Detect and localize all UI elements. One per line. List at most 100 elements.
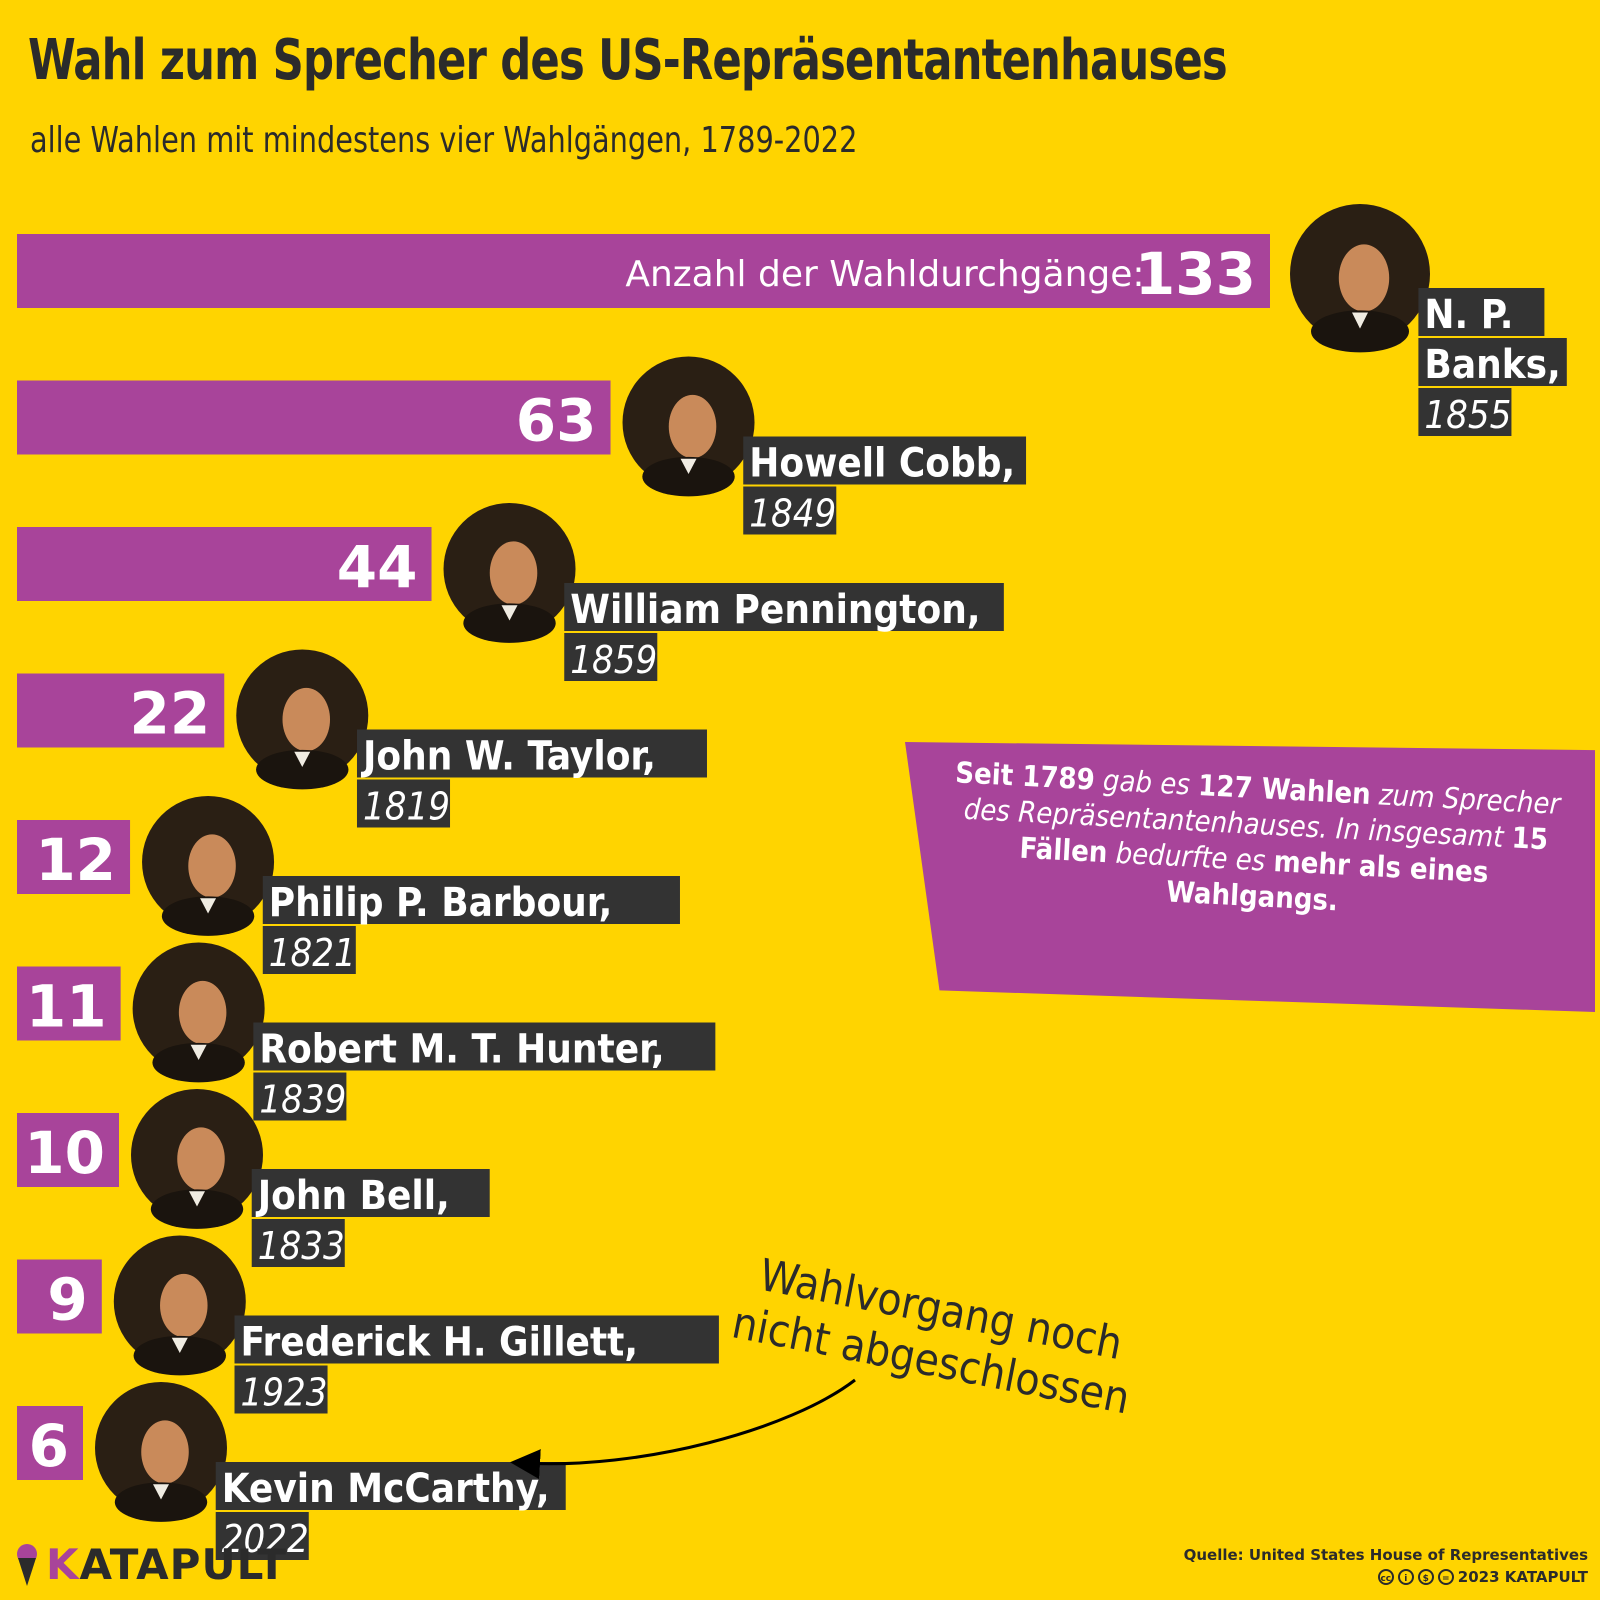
chart-title: Wahl zum Sprecher des US-Repräsentantenh… bbox=[28, 28, 1228, 93]
name-label-box bbox=[1418, 338, 1567, 386]
name-label-box bbox=[253, 1022, 716, 1071]
portrait-coat bbox=[161, 896, 255, 936]
portrait-face bbox=[178, 980, 227, 1045]
bar bbox=[17, 966, 121, 1041]
year-label-box bbox=[1418, 388, 1512, 436]
bar bbox=[17, 1113, 119, 1187]
year-label-box bbox=[253, 1072, 347, 1121]
name-label-box bbox=[262, 876, 680, 924]
year-label-box bbox=[215, 1512, 309, 1560]
bar-value-label: 63 bbox=[516, 387, 597, 455]
year-label-box bbox=[564, 633, 658, 681]
bar-value-label: 22 bbox=[130, 680, 211, 748]
catapult-icon bbox=[17, 1543, 37, 1586]
name-label: John Bell, bbox=[255, 1173, 450, 1219]
portrait-face bbox=[668, 394, 717, 459]
copyright-text: 2023 KATAPULT bbox=[1457, 1568, 1588, 1586]
year-label: 1821 bbox=[269, 931, 356, 975]
bar bbox=[17, 380, 611, 455]
portrait-face bbox=[282, 687, 331, 752]
year-label: 1849 bbox=[749, 492, 836, 536]
name-label: John W. Taylor, bbox=[360, 734, 656, 780]
year-label: 1855 bbox=[1424, 393, 1511, 437]
license: cc i $ = 2023 KATAPULT bbox=[1184, 1566, 1588, 1588]
chart-subtitle: alle Wahlen mit mindestens vier Wahlgäng… bbox=[30, 120, 858, 161]
year-label: 1839 bbox=[259, 1078, 346, 1122]
portrait-coat bbox=[150, 1189, 244, 1229]
name-label: Kevin McCarthy, bbox=[222, 1466, 550, 1512]
portrait-collar bbox=[153, 1484, 169, 1500]
year-label-box bbox=[251, 1219, 345, 1267]
portrait-face bbox=[160, 1273, 208, 1338]
portrait-collar bbox=[171, 1337, 188, 1353]
name-label-box bbox=[251, 1169, 490, 1217]
name-label: N. P. bbox=[1424, 292, 1513, 338]
name-label-box bbox=[215, 1462, 566, 1510]
name-label-box bbox=[1418, 288, 1545, 336]
bar bbox=[17, 527, 432, 601]
bar-value-label: 9 bbox=[47, 1266, 87, 1334]
portrait-collar bbox=[294, 751, 311, 767]
name-label: William Pennington, bbox=[570, 587, 980, 633]
portrait-coat bbox=[114, 1482, 208, 1522]
bar-value-label: 44 bbox=[337, 533, 418, 601]
portrait-collar bbox=[501, 605, 518, 621]
name-label: Robert M. T. Hunter, bbox=[259, 1027, 664, 1073]
katapult-logo: KATAPULT bbox=[14, 1540, 287, 1589]
cc-icon: cc bbox=[1377, 1569, 1394, 1585]
name-label-box bbox=[564, 583, 1004, 631]
portrait-face bbox=[1338, 244, 1390, 312]
portrait-collar bbox=[1352, 312, 1368, 329]
name-label-box bbox=[234, 1315, 719, 1364]
year-label: 1923 bbox=[241, 1371, 328, 1415]
bar bbox=[17, 820, 131, 894]
logo-text: KATAPULT bbox=[46, 1540, 288, 1589]
portrait-collar bbox=[190, 1044, 207, 1060]
year-label-box bbox=[234, 1365, 328, 1414]
name-label-box bbox=[743, 436, 1027, 485]
portrait-coat bbox=[463, 603, 556, 643]
portrait-collar bbox=[680, 458, 697, 474]
portrait-coat bbox=[152, 1042, 245, 1083]
footer-source: Quelle: United States House of Represent… bbox=[1184, 1544, 1588, 1588]
attribution-icon: i bbox=[1397, 1569, 1414, 1585]
name-label: Banks, bbox=[1424, 342, 1560, 388]
bar-value-label: 11 bbox=[26, 973, 107, 1041]
name-label: Philip P. Barbour, bbox=[269, 880, 613, 926]
name-label-box bbox=[356, 729, 707, 778]
portrait-face bbox=[188, 834, 236, 898]
info-box bbox=[905, 742, 1595, 1012]
portrait-collar bbox=[189, 1191, 205, 1207]
note-arrow bbox=[510, 1378, 856, 1480]
portrait-coat bbox=[256, 749, 349, 790]
bar bbox=[17, 1259, 102, 1334]
portrait-face bbox=[177, 1127, 225, 1191]
bar-value-label: 10 bbox=[24, 1119, 105, 1187]
bar-value-prefix: Anzahl der Wahldurchgänge: bbox=[625, 254, 1144, 295]
source-text: Quelle: United States House of Represent… bbox=[1183, 1546, 1588, 1564]
portrait-coat bbox=[133, 1335, 226, 1376]
bar bbox=[17, 1406, 83, 1480]
year-label-box bbox=[356, 779, 451, 828]
portrait-coat bbox=[1311, 310, 1409, 353]
year-label-box bbox=[743, 486, 837, 535]
bar-value-label: 133 bbox=[1135, 240, 1256, 308]
bar-value-label: 12 bbox=[35, 826, 116, 894]
portrait-collar bbox=[200, 898, 217, 914]
noncommercial-icon: $ bbox=[1417, 1569, 1434, 1585]
year-label-box bbox=[262, 926, 356, 974]
year-label: 1819 bbox=[363, 785, 450, 829]
noderivatives-icon: = bbox=[1437, 1569, 1454, 1585]
year-label: 2022 bbox=[222, 1517, 309, 1561]
bar-value-label: 6 bbox=[29, 1412, 69, 1480]
portrait-coat bbox=[642, 456, 735, 497]
name-label: Frederick H. Gillett, bbox=[241, 1320, 639, 1366]
year-label: 1833 bbox=[258, 1224, 345, 1268]
portrait-face bbox=[489, 541, 538, 605]
bar bbox=[17, 673, 225, 748]
portrait-face bbox=[141, 1420, 189, 1484]
year-label: 1859 bbox=[570, 638, 657, 682]
bar bbox=[17, 234, 1270, 308]
name-label: Howell Cobb, bbox=[749, 441, 1015, 487]
